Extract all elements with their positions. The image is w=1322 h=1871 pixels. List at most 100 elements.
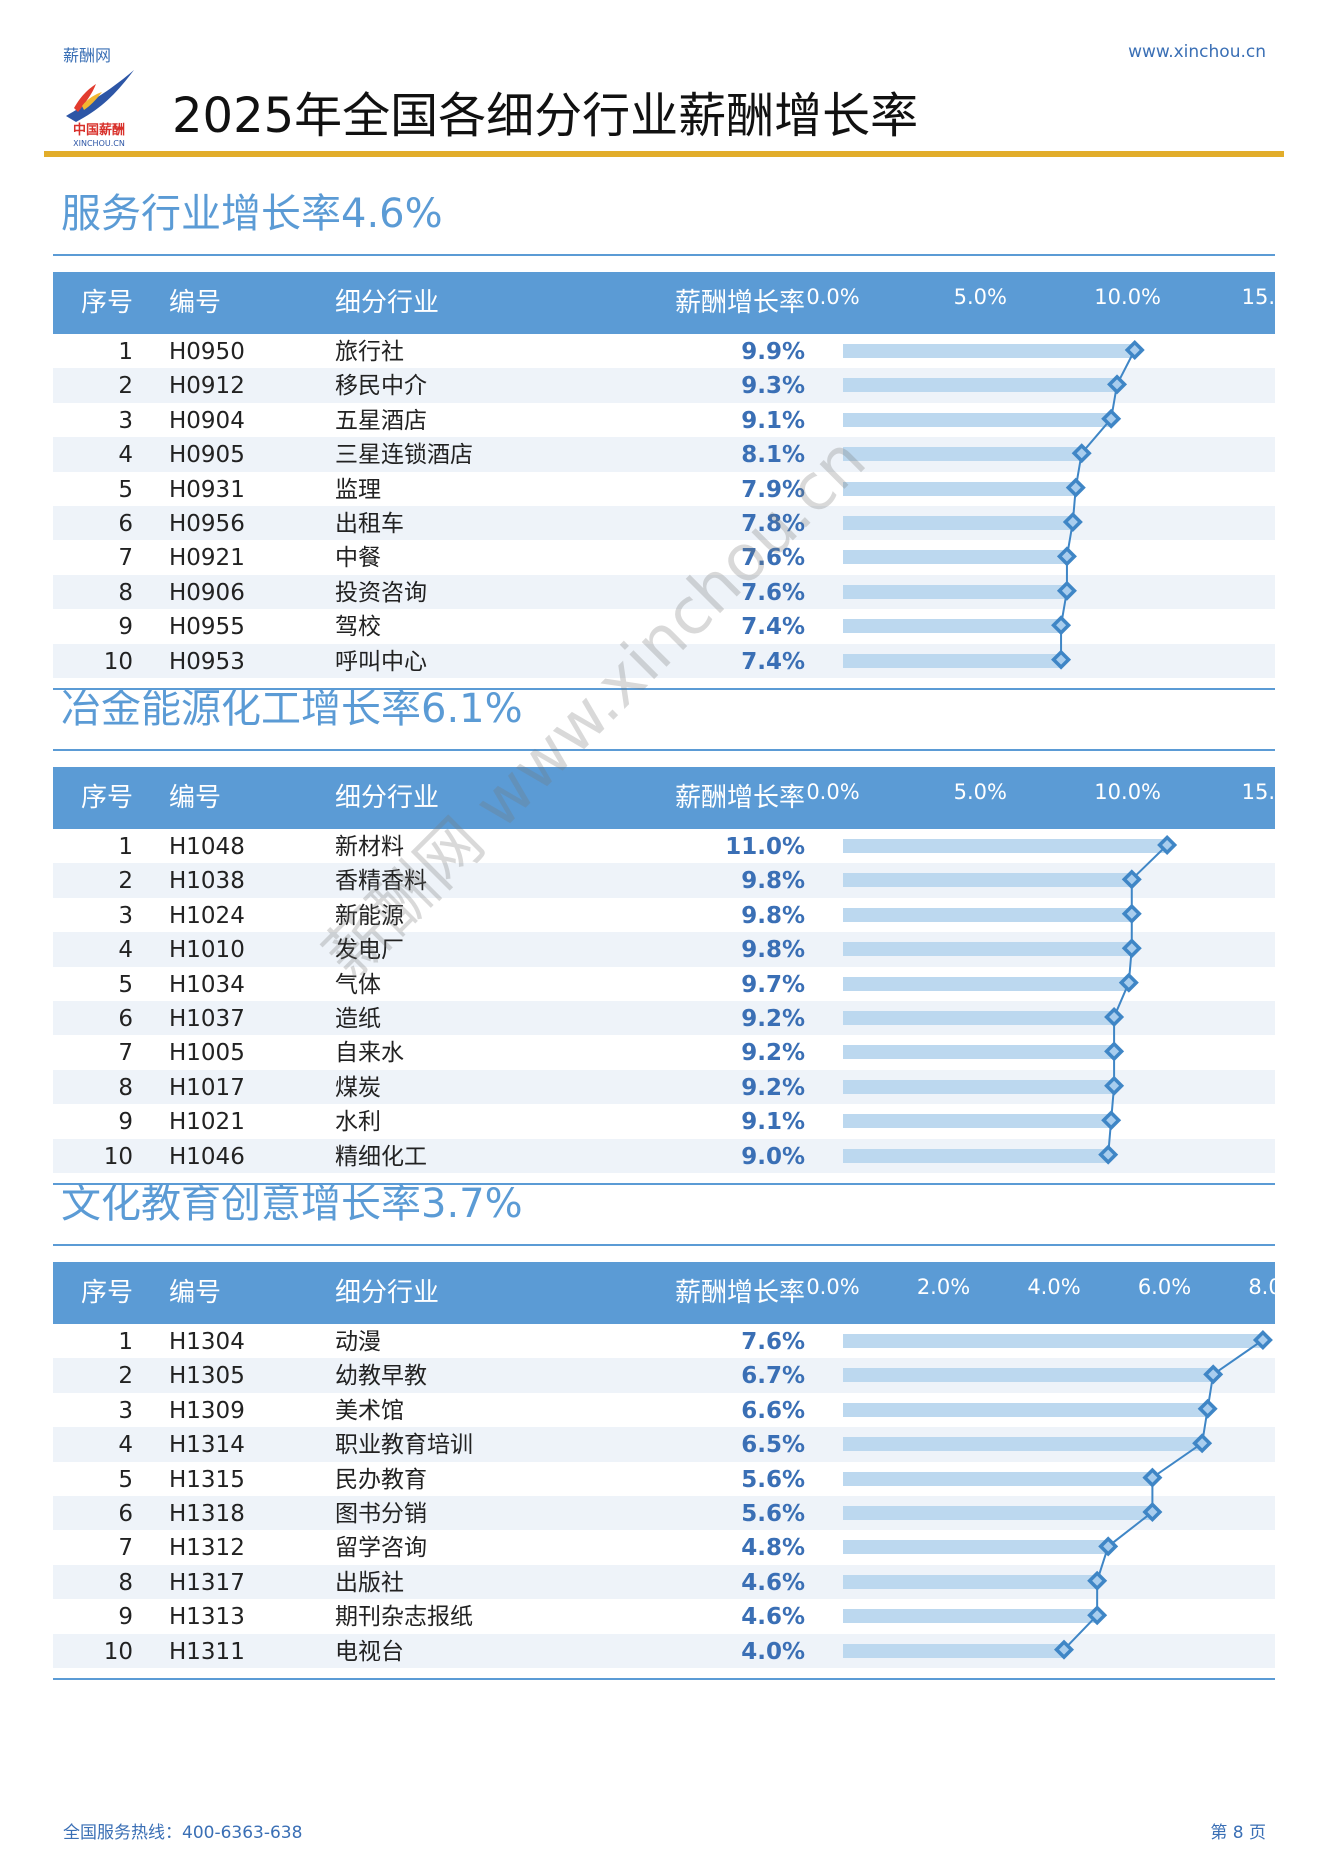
header-code: 编号 [169,783,222,813]
section-divider [53,254,1275,256]
row-seq: 10 [103,1638,133,1665]
row-rate: 7.4% [741,614,805,641]
row-seq: 2 [118,868,133,895]
row-seq: 4 [118,1432,133,1459]
row-code: H0956 [169,511,245,537]
row-industry: 中餐 [335,545,381,572]
rate-point [1142,1502,1163,1522]
row-rate: 9.8% [741,937,805,964]
rate-point [1157,835,1178,855]
row-industry: 呼叫中心 [335,648,427,675]
table-body: 1 H1304 动漫 7.6% 2 H1305 幼教早教 6.7% 3 H1309 美术馆 6.6% 4… [53,1324,1275,1680]
row-code: H1024 [169,902,245,929]
site-name: 薪酬网 [63,46,112,65]
row-rate: 9.0% [741,1143,805,1170]
row-industry: 造纸 [335,1006,381,1032]
table-row: 9 H1313 期刊杂志报纸 4.6% [53,1599,1275,1633]
table-row: 5 H1315 民办教育 5.6% [53,1462,1275,1496]
row-industry: 移民中介 [335,373,427,400]
row-rate: 9.8% [741,868,805,895]
row-industry: 驾校 [335,614,381,641]
rate-bar [843,653,1062,668]
rate-series-line [1107,844,1168,1155]
row-industry: 留学咨询 [335,1535,427,1562]
row-code: H0955 [169,614,245,641]
row-rate: 6.6% [741,1397,805,1424]
row-rate: 4.8% [741,1535,805,1562]
table-row: 4 H0905 三星连锁酒店 8.1% [53,437,1275,472]
row-seq: 8 [118,1569,133,1596]
header-code: 编号 [169,288,222,318]
rate-point [1203,1364,1224,1385]
rate-point [1065,477,1086,498]
table-row: 7 H0921 中餐 7.6% [53,540,1275,574]
rate-point [1056,580,1077,601]
table-row: 3 H0904 五星酒店 9.1% [53,403,1275,437]
row-code: H1312 [169,1535,245,1562]
row-seq: 3 [118,902,133,929]
row-code: H0904 [169,407,245,434]
rate-bar [843,1402,1208,1417]
row-code: H1315 [169,1466,245,1493]
table-row: 1 H1048 新材料 11.0% [53,829,1275,863]
row-code: H1311 [169,1638,245,1665]
axis-tick-label: 0.0% [806,780,860,804]
header-rate: 薪酬增长率 [674,288,805,318]
axis-tick-label: 2.0% [916,1275,971,1299]
row-seq: 6 [118,1006,133,1032]
rate-point [1104,1007,1125,1027]
row-industry: 职业教育培训 [335,1432,473,1459]
site-url[interactable]: www.xinchou.cn [1128,42,1266,62]
row-code: H1037 [169,1006,245,1032]
row-seq: 9 [118,614,133,641]
row-rate: 5.6% [741,1466,805,1493]
row-code: H1314 [169,1432,245,1459]
row-industry: 三星连锁酒店 [335,442,473,469]
rate-point [1051,615,1072,636]
row-rate: 6.5% [741,1432,805,1459]
section-title: 文化教育创意增长率3.7% [61,1181,523,1227]
row-industry: 新材料 [335,834,404,860]
rate-point [1124,340,1145,360]
axis-tick-label: 8.0% [1248,1275,1302,1299]
rate-bar [843,1334,1263,1348]
rate-bar [843,1540,1109,1555]
rate-point [1051,649,1072,670]
row-industry: 美术馆 [335,1397,404,1424]
rate-point [1104,1075,1125,1096]
table-body: 1 H1048 新材料 11.0% 2 H1038 香精香料 9.8% 3 H1024 新能源 9.8… [53,829,1275,1185]
title-divider [44,151,1284,157]
rate-bar [843,516,1073,530]
table-row: 1 H1304 动漫 7.6% [53,1324,1275,1358]
table-row: 7 H1005 自来水 9.2% [53,1035,1275,1069]
row-seq: 1 [118,834,133,860]
row-rate: 5.6% [741,1501,805,1527]
row-rate: 4.6% [741,1569,805,1596]
row-rate: 4.6% [741,1604,805,1631]
row-rate: 9.3% [741,373,805,400]
row-code: H1021 [169,1109,245,1136]
row-seq: 9 [118,1604,133,1631]
table-row: 7 H1312 留学咨询 4.8% [53,1530,1275,1564]
table-row: 4 H1010 发电厂 9.8% [53,932,1275,967]
row-rate: 6.7% [741,1363,805,1390]
row-industry: 投资咨询 [335,579,427,606]
rate-bar [843,1114,1112,1129]
row-rate: 9.1% [741,407,805,434]
row-industry: 五星酒店 [335,407,427,434]
row-industry: 自来水 [335,1040,404,1067]
row-rate: 11.0% [725,834,805,860]
row-seq: 6 [118,511,133,537]
table-bottom-border [53,1183,1275,1185]
row-code: H1046 [169,1143,245,1170]
header-seq: 序号 [81,1278,134,1308]
table-row: 2 H1305 幼教早教 6.7% [53,1358,1275,1393]
table-row: 2 H1038 香精香料 9.8% [53,863,1275,898]
row-seq: 10 [103,648,133,675]
row-seq: 7 [118,545,133,572]
rate-bar [843,1506,1153,1520]
header-seq: 序号 [81,288,134,318]
row-rate: 9.2% [741,1040,805,1067]
rate-bar [843,976,1129,991]
row-industry: 监理 [335,476,381,503]
